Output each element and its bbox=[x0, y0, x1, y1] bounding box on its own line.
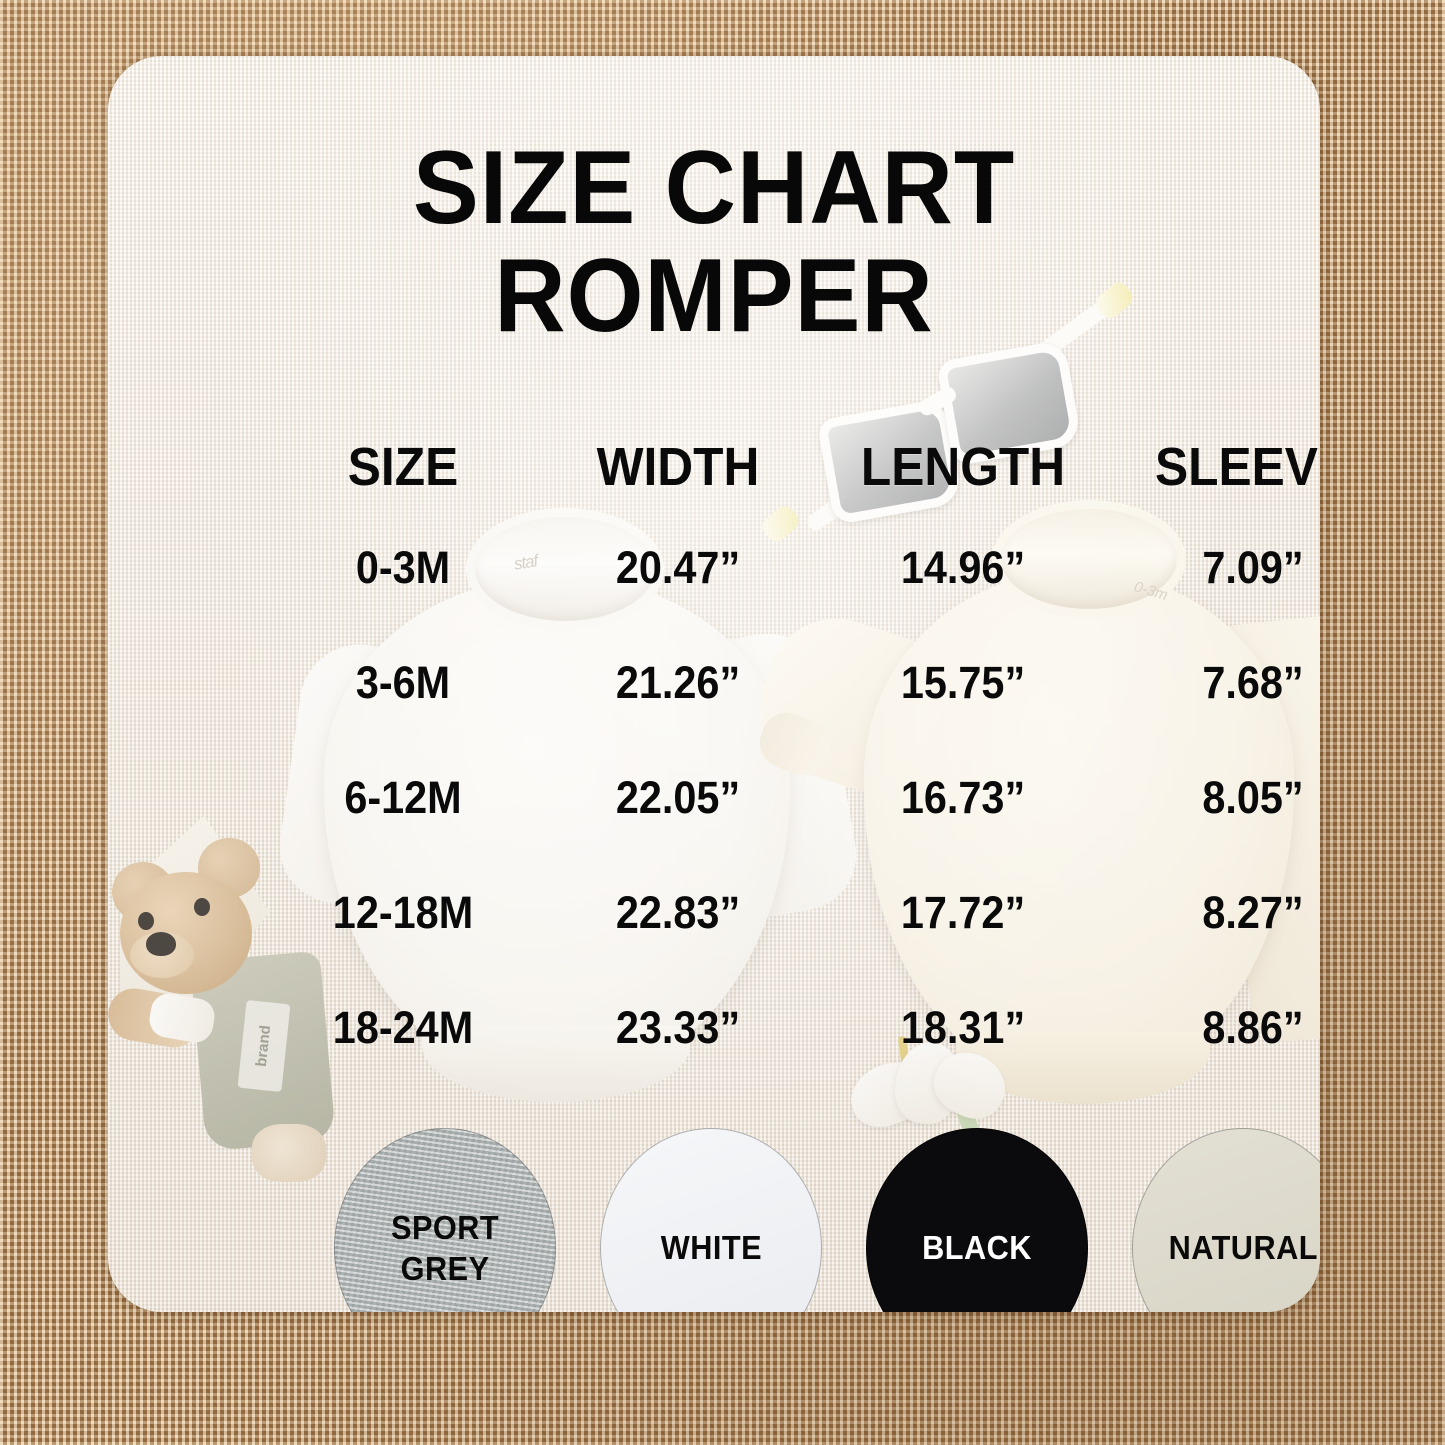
color-swatch-black[interactable]: BLACK bbox=[866, 1128, 1088, 1312]
swatch-label-line-1: BLACK bbox=[922, 1229, 1032, 1267]
table-row: 18-24M 23.33” 18.31” 8.86” bbox=[268, 970, 1320, 1085]
title-line-1: SIZE CHART bbox=[412, 130, 1016, 246]
cell-width: 22.05” bbox=[615, 771, 741, 823]
page-title: SIZE CHART ROMPER bbox=[138, 134, 1289, 350]
color-swatch-natural[interactable]: NATURAL bbox=[1132, 1128, 1320, 1312]
title-line-2: ROMPER bbox=[494, 238, 934, 355]
cell-size: 6-12M bbox=[344, 771, 462, 823]
swatch-label: WHITE bbox=[660, 1227, 761, 1268]
cell-length: 15.75” bbox=[900, 656, 1026, 708]
cell-length: 18.31” bbox=[900, 1001, 1026, 1053]
swatch-label-line-2: GREY bbox=[400, 1250, 490, 1287]
swatch-label-line-1: SPORT bbox=[390, 1208, 500, 1246]
color-swatch-row: SPORT GREY WHITE BLACK NATURAL bbox=[334, 1128, 1320, 1312]
color-swatch-sport-grey[interactable]: SPORT GREY bbox=[334, 1128, 556, 1312]
table-row: 6-12M 22.05” 16.73” 8.05” bbox=[268, 740, 1320, 855]
cell-width: 22.83” bbox=[615, 886, 741, 938]
cell-size: 12-18M bbox=[332, 886, 474, 938]
swatch-label: NATURAL bbox=[1168, 1227, 1317, 1268]
cell-size: 18-24M bbox=[332, 1001, 474, 1053]
swatch-label-line-1: NATURAL bbox=[1168, 1229, 1318, 1267]
cell-sleeve: 8.86” bbox=[1202, 1001, 1304, 1053]
cell-sleeve: 8.27” bbox=[1202, 886, 1304, 938]
column-header-length: LENGTH bbox=[860, 437, 1066, 497]
cell-width: 23.33” bbox=[615, 1001, 741, 1053]
cell-sleeve: 8.05” bbox=[1202, 771, 1304, 823]
cell-size: 3-6M bbox=[355, 656, 451, 708]
column-header-size: SIZE bbox=[347, 437, 459, 497]
swatch-label-line-1: WHITE bbox=[660, 1229, 762, 1267]
cell-length: 17.72” bbox=[900, 886, 1026, 938]
cell-length: 16.73” bbox=[900, 771, 1026, 823]
swatch-label: SPORT GREY bbox=[391, 1207, 499, 1290]
cell-width: 20.47” bbox=[615, 541, 741, 593]
cell-sleeve: 7.68” bbox=[1202, 656, 1304, 708]
size-chart-table: SIZE WIDTH LENGTH SLEEVE 0-3M 20.47” 14.… bbox=[268, 424, 1320, 1085]
color-swatch-white[interactable]: WHITE bbox=[600, 1128, 822, 1312]
cell-width: 21.26” bbox=[615, 656, 741, 708]
size-chart-card: staf 0-3m brand bbox=[108, 56, 1320, 1312]
table-row: 0-3M 20.47” 14.96” 7.09” bbox=[268, 510, 1320, 625]
swatch-label: BLACK bbox=[922, 1227, 1032, 1268]
cell-length: 14.96” bbox=[900, 541, 1026, 593]
table-row: 3-6M 21.26” 15.75” 7.68” bbox=[268, 625, 1320, 740]
cell-sleeve: 7.09” bbox=[1202, 541, 1304, 593]
table-row: 12-18M 22.83” 17.72” 8.27” bbox=[268, 855, 1320, 970]
table-header-row: SIZE WIDTH LENGTH SLEEVE bbox=[268, 424, 1320, 510]
column-header-width: WIDTH bbox=[596, 437, 760, 497]
cell-size: 0-3M bbox=[355, 541, 451, 593]
column-header-sleeve: SLEEVE bbox=[1154, 437, 1320, 497]
